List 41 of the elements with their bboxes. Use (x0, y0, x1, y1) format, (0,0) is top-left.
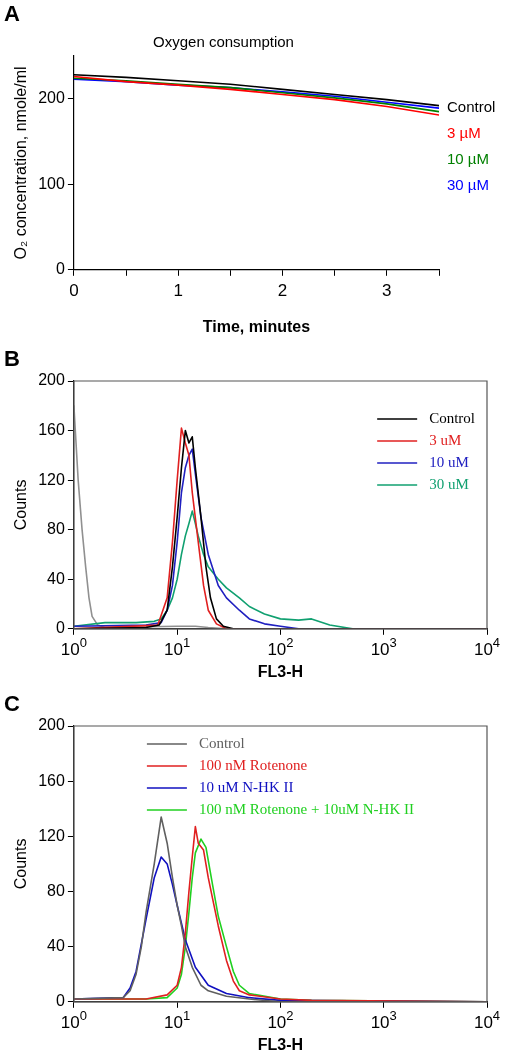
series-label: Control (447, 98, 496, 116)
series-label: 3 µM (447, 124, 481, 142)
legend-label: Control (429, 409, 476, 426)
y-tick-label: 80 (47, 881, 65, 899)
legend-label: 30 uM (429, 475, 469, 492)
legend-label: 100 nM Rotenone (198, 756, 308, 773)
y-axis-title: O₂ concentration, nmole/ml (12, 66, 30, 260)
y-tick-label: 40 (47, 569, 65, 587)
x-axis-title: Time, minutes (202, 317, 311, 335)
chart-title: Oxygen consumption (153, 33, 294, 51)
text: 30 µM (447, 176, 489, 194)
y-tick-label: 80 (47, 520, 65, 538)
x-axis-title: FL3-H (257, 1035, 304, 1053)
legend-label: 10 uM N-HK II (198, 778, 294, 795)
legend-label: 100 nM Rotenone + 10uM N-HK II (198, 800, 415, 817)
y-tick-label: 200 (38, 716, 65, 734)
text: A (4, 1, 20, 27)
y-tick-label: 0 (55, 992, 65, 1010)
y-tick-label: 0 (55, 260, 65, 278)
legend-label: 10 uM (429, 453, 469, 470)
y-tick-label: 0 (55, 619, 65, 637)
x-axis-title: FL3-H (257, 662, 304, 680)
text: C (4, 691, 20, 717)
y-tick-label: 100 (38, 174, 65, 192)
y-tick-label: 40 (47, 937, 65, 955)
y-tick-label: 160 (38, 771, 65, 789)
y-tick-label: 160 (38, 420, 65, 438)
y-tick-label: 200 (38, 371, 65, 389)
x-tick-label: 0 (69, 280, 79, 300)
y-tick-label: 200 (38, 89, 65, 107)
y-axis-title: Counts (12, 479, 30, 531)
text: B (4, 346, 20, 372)
y-axis-title: Counts (12, 838, 30, 890)
y-tick-label: 120 (38, 470, 65, 488)
text: 10 µM (447, 150, 489, 168)
x-tick-label: 3 (382, 280, 392, 300)
legend-label: Control (198, 734, 245, 751)
x-tick-label: 1 (173, 280, 183, 300)
legend-label: 3 uM (429, 431, 462, 448)
y-tick-label: 120 (38, 826, 65, 844)
x-tick-label: 2 (277, 280, 288, 300)
